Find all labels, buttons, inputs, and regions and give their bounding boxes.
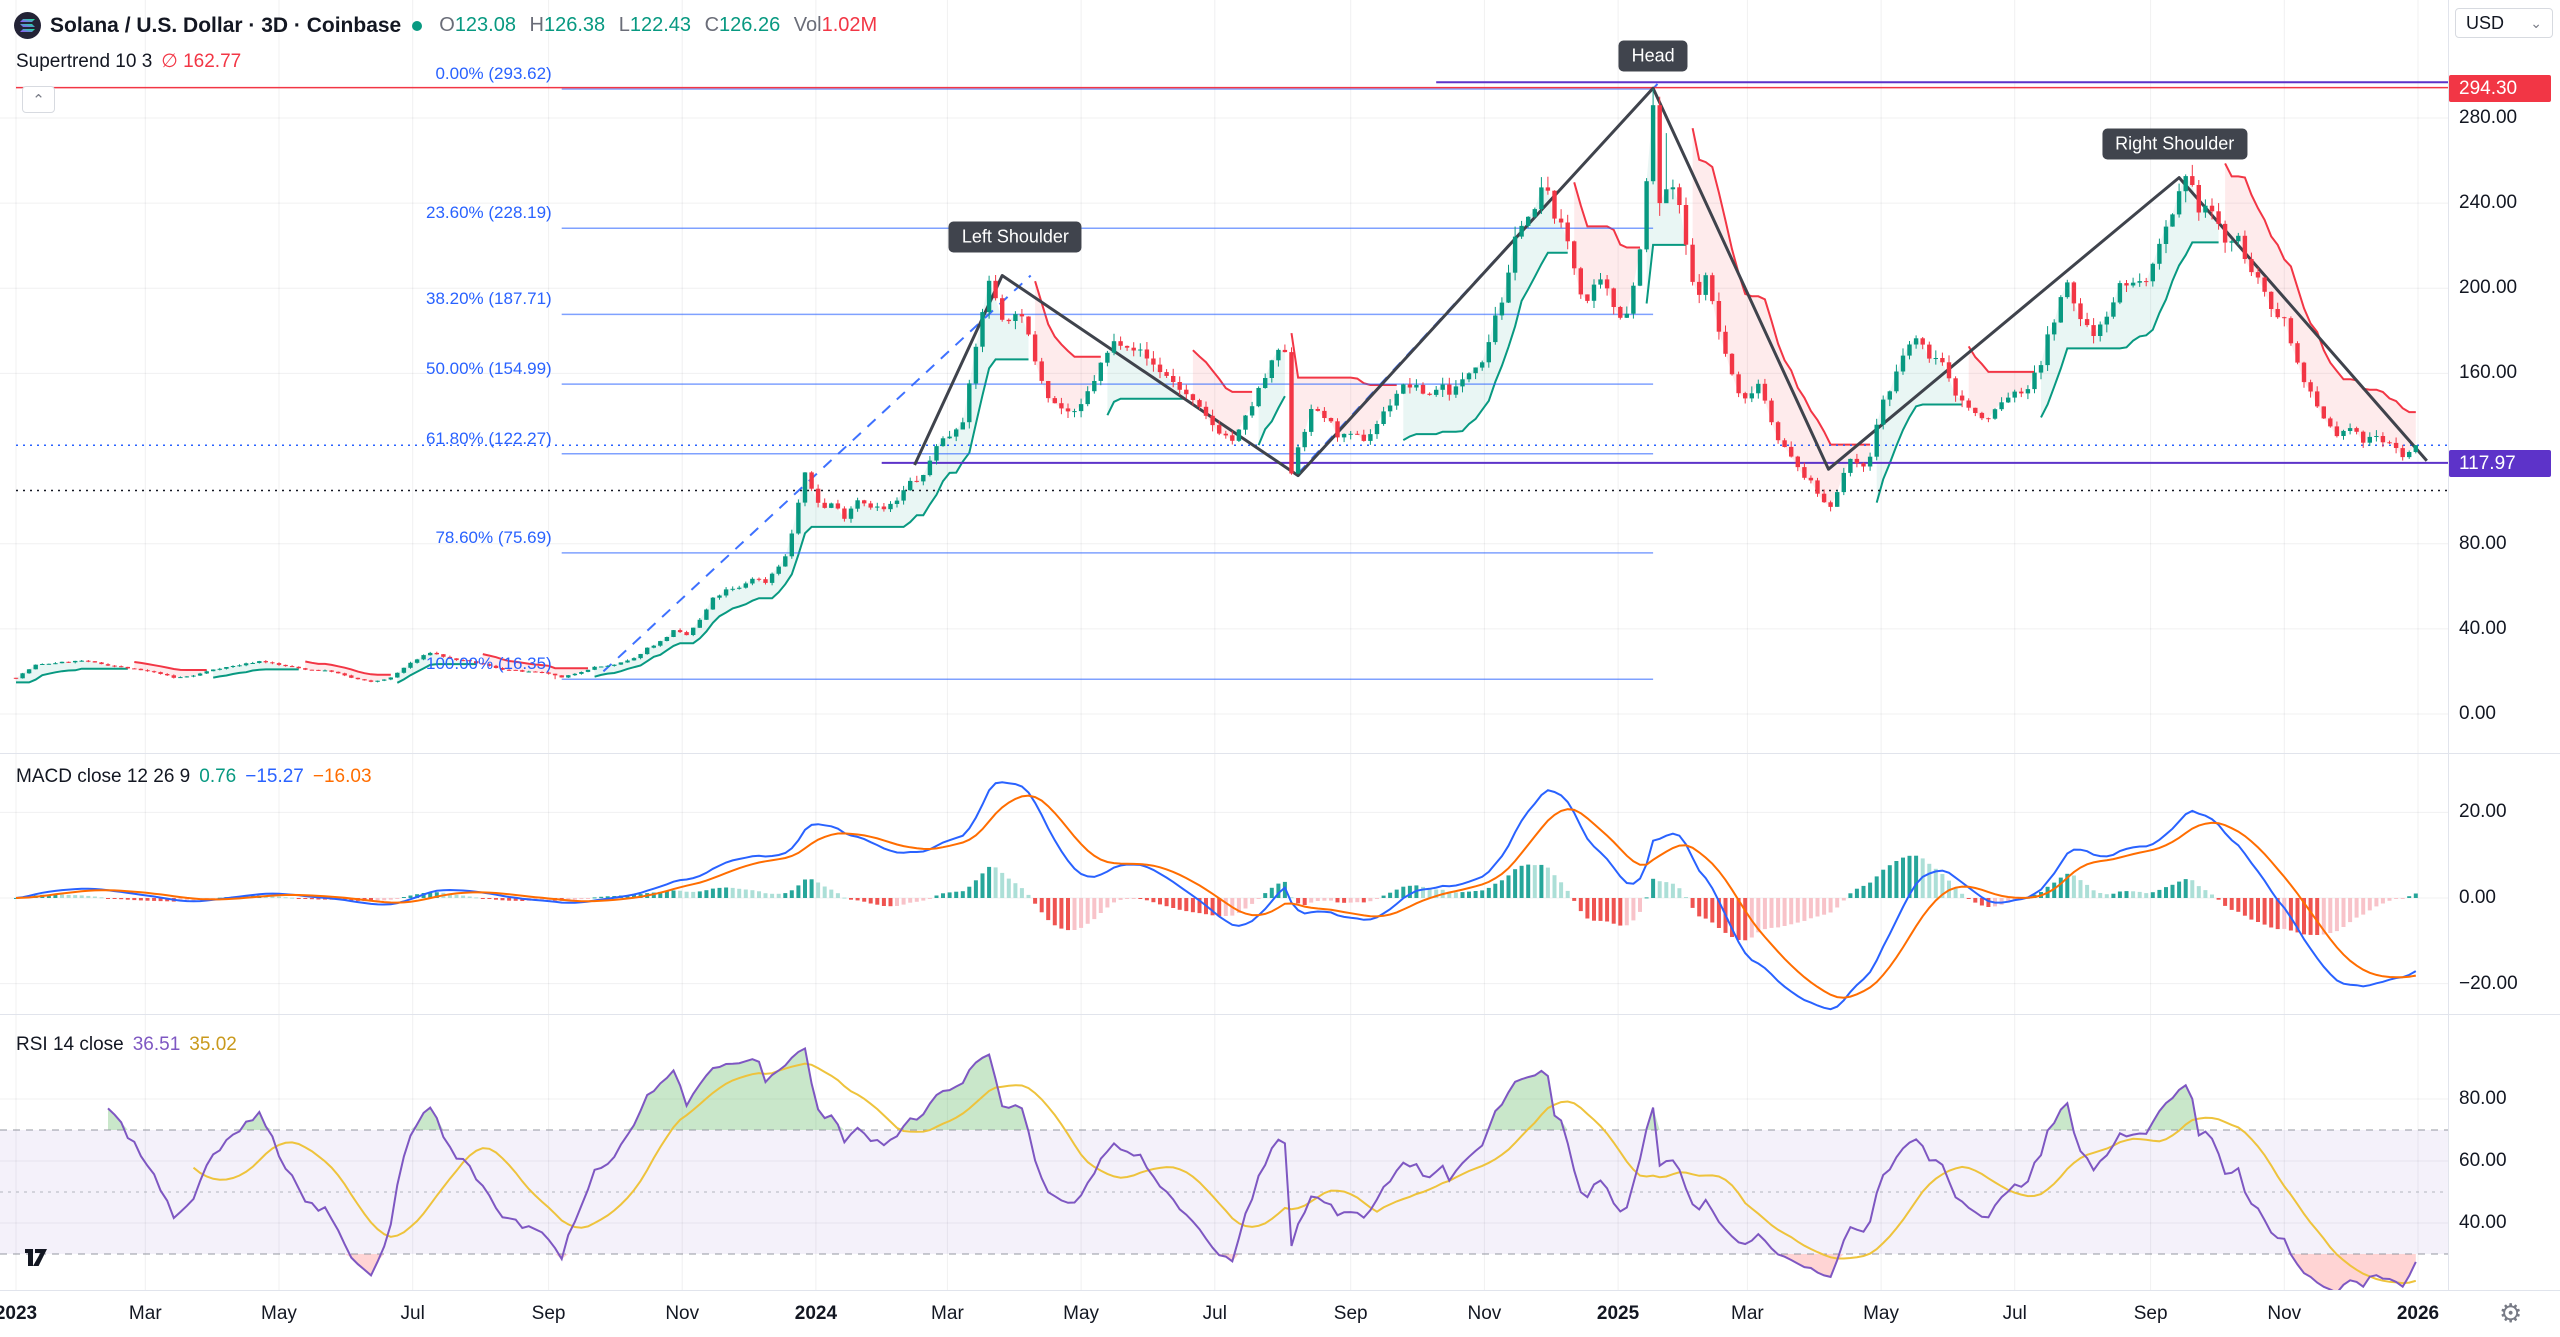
time-axis-label: Nov [2267,1303,2302,1324]
ohlc-values: O123.08 H126.38 L122.43 C126.26 Vol1.02M [431,14,877,37]
time-axis-label: 2025 [1596,1303,1640,1324]
rsi-tick-label: 40.00 [2459,1212,2507,1233]
price-tick-label: 0.00 [2459,703,2496,724]
price-axis-separator [2448,0,2449,1290]
price-badge[interactable]: 117.97 [2449,449,2551,477]
supertrend-value: ∅ 162.77 [161,51,242,72]
price-tick-label: 200.00 [2459,277,2518,299]
chevron-down-icon: ⌄ [2530,14,2542,31]
macd-tick-label: 0.00 [2459,887,2496,908]
time-axis-label: 2026 [2396,1303,2440,1324]
rsi-value: 36.51 [132,1034,181,1055]
time-axis-label: Nov [665,1303,700,1324]
macd-legend: MACD close 12 26 9 0.76 −15.27 −16.03 [16,766,372,788]
time-axis-label: 2023 [0,1303,38,1324]
supertrend-label[interactable]: Supertrend 10 3 [16,50,153,72]
time-axis-label: 2024 [794,1303,838,1324]
price-tick-label: 80.00 [2459,532,2507,554]
time-axis-label: Jul [400,1303,425,1324]
volume-label: Vol [793,14,822,36]
settings-gear-icon[interactable]: ⚙ [2499,1298,2523,1328]
price-tick-label: 40.00 [2459,617,2507,639]
pane-separator-macd[interactable] [0,753,2560,754]
collapse-legend-button[interactable]: ⌃ [22,86,55,113]
time-axis-label: Jul [2002,1303,2027,1324]
time-axis[interactable]: ⚙ 2023 Mar May Jul Sep Nov 2024 Mar May Jul Sep Nov… [0,1290,2560,1337]
time-axis-label: Sep [1333,1303,1368,1324]
close-value: 126.26 [719,14,781,36]
market-status-dot[interactable] [412,20,423,31]
macd-label[interactable]: MACD close 12 26 9 [16,766,191,787]
pane-separator-rsi[interactable] [0,1014,2560,1015]
open-label: O [439,14,455,36]
high-value: 126.38 [544,14,606,36]
time-axis-label: Nov [1467,1303,1502,1324]
low-value: 122.43 [629,14,692,36]
price-tick-label: 280.00 [2459,107,2518,128]
tradingview-logo[interactable] [22,1243,58,1275]
time-axis-label: Sep [2133,1303,2168,1324]
rsi-tick-label: 60.00 [2459,1150,2507,1171]
time-axis-label: May [261,1303,297,1324]
time-axis-label: Mar [128,1303,162,1324]
open-value: 123.08 [454,14,516,36]
supertrend-legend: Supertrend 10 3 ∅ 162.77 [16,50,241,73]
price-tick-label: 160.00 [2459,362,2518,384]
time-axis-label: Mar [931,1303,964,1324]
time-axis-label: Jul [1202,1303,1227,1324]
symbol-title[interactable]: Solana / U.S. Dollar · 3D · Coinbase [50,13,402,37]
macd-tick-label: 20.00 [2459,801,2507,823]
time-axis-label: Sep [531,1303,566,1324]
main-symbol-legend: Solana / U.S. Dollar · 3D · Coinbase O12… [14,12,877,39]
rsi-legend: RSI 14 close 36.51 35.02 [16,1034,237,1056]
chart-canvas[interactable] [0,0,2448,1290]
macd-signal-value: −16.03 [312,766,372,787]
time-axis-label: Mar [1730,1303,1764,1324]
rsi-label[interactable]: RSI 14 close [16,1034,124,1055]
macd-hist-value: 0.76 [199,766,237,787]
chevron-up-icon: ⌃ [32,91,45,109]
high-label: H [529,14,544,36]
currency-selector[interactable]: USD ⌄ [2455,8,2553,38]
time-axis-label: May [1863,1303,1899,1324]
currency-label: USD [2466,12,2505,33]
price-tick-label: 240.00 [2459,192,2518,214]
close-label: C [704,14,720,36]
rsi-ma-value: 35.02 [189,1034,237,1055]
rsi-tick-label: 80.00 [2459,1088,2507,1109]
solana-logo-icon [14,12,41,39]
time-axis-label: May [1063,1303,1100,1324]
volume-value: 1.02M [821,14,878,36]
macd-tick-label: −20.00 [2459,972,2518,994]
low-label: L [618,14,630,36]
macd-line-value: −15.27 [245,766,304,787]
price-axis[interactable]: USD ⌄ 280.00 240.00 200.00 160.00 80.00 40.00… [2449,0,2560,1290]
price-badge[interactable]: 294.30 [2449,74,2551,102]
